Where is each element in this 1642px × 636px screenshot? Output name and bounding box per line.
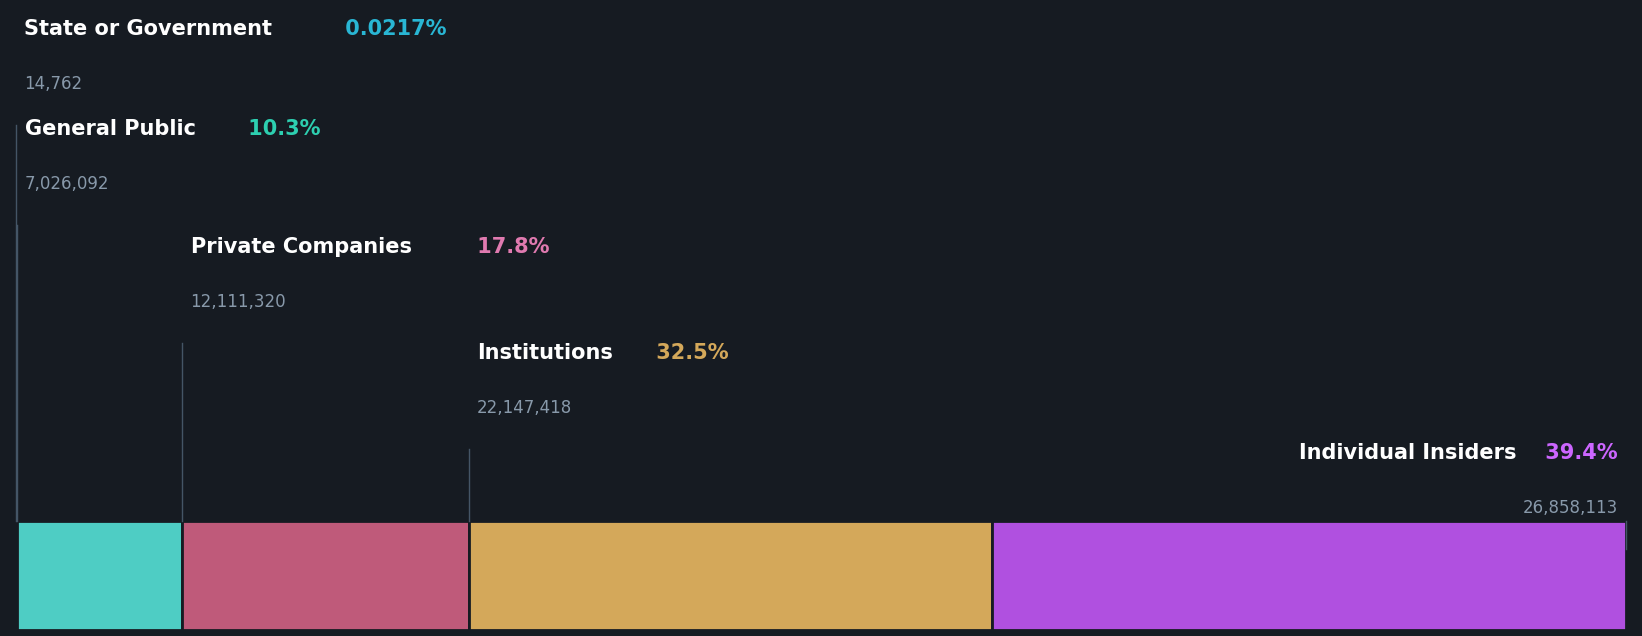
Text: 12,111,320: 12,111,320 <box>190 293 286 311</box>
Text: 10.3%: 10.3% <box>241 118 320 139</box>
Text: Institutions: Institutions <box>476 343 612 363</box>
Text: 26,858,113: 26,858,113 <box>1522 499 1617 517</box>
Text: State or Government: State or Government <box>25 19 273 39</box>
Bar <box>16 520 182 630</box>
Text: 22,147,418: 22,147,418 <box>476 399 571 417</box>
Bar <box>182 520 470 630</box>
Text: 7,026,092: 7,026,092 <box>25 175 110 193</box>
Text: Individual Insiders: Individual Insiders <box>1299 443 1517 462</box>
Bar <box>992 520 1626 630</box>
Text: 32.5%: 32.5% <box>649 343 729 363</box>
Text: 39.4%: 39.4% <box>1539 443 1617 462</box>
Text: General Public: General Public <box>25 118 195 139</box>
Text: 17.8%: 17.8% <box>470 237 550 257</box>
Text: Private Companies: Private Companies <box>190 237 412 257</box>
Text: 0.0217%: 0.0217% <box>338 19 447 39</box>
Bar <box>470 520 992 630</box>
Text: 14,762: 14,762 <box>25 75 82 93</box>
